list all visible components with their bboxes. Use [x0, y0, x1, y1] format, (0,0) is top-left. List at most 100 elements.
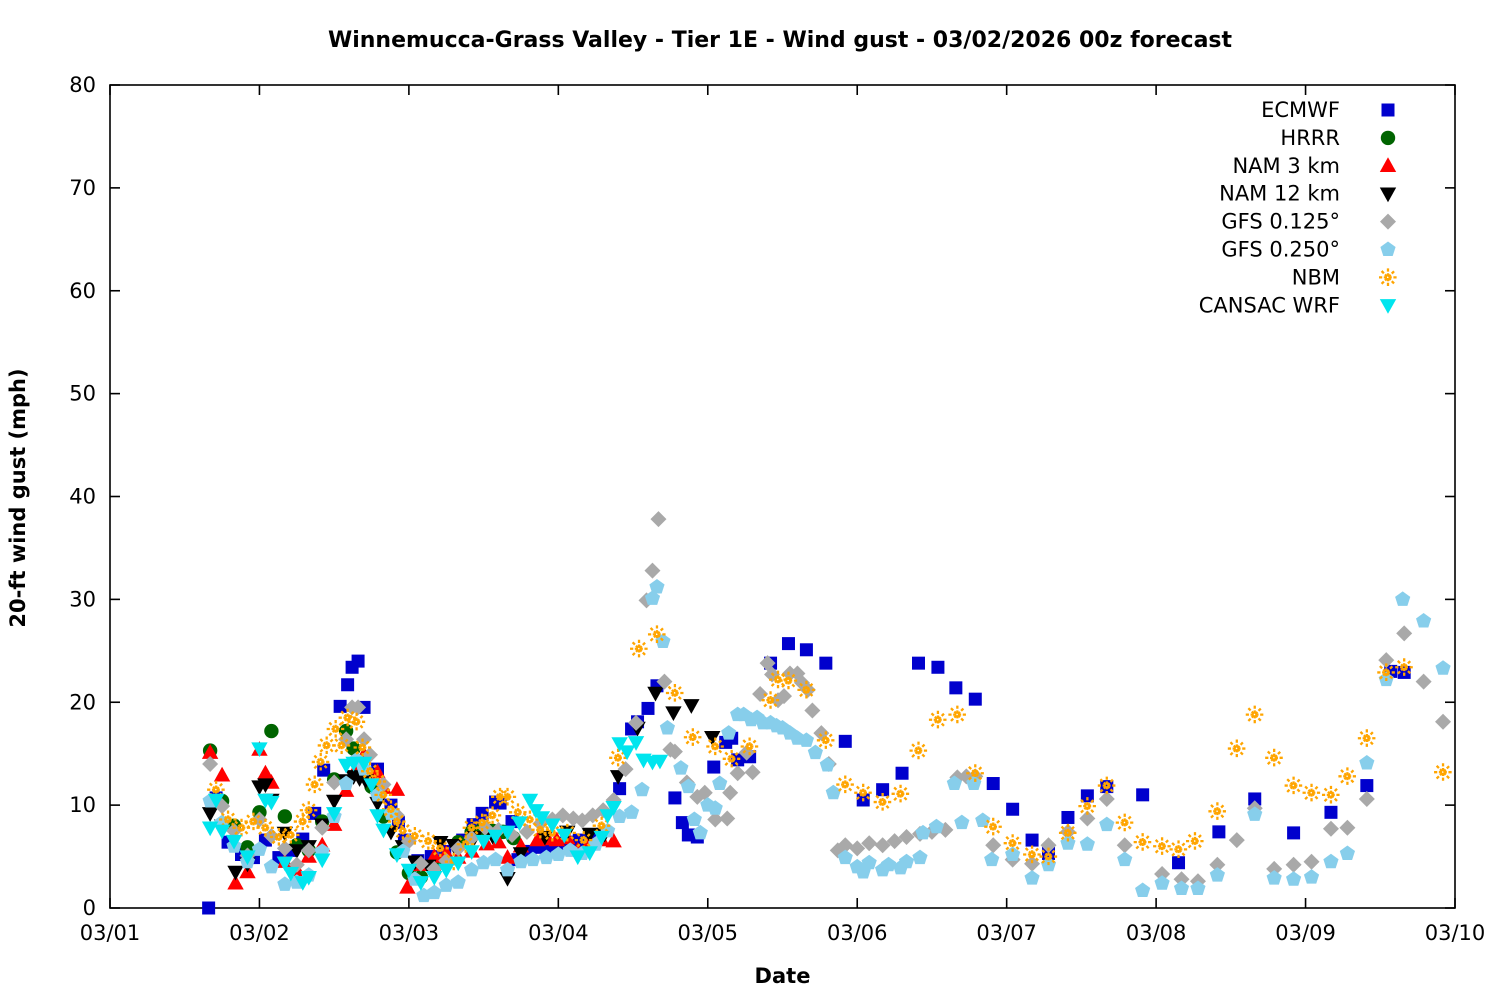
data-point-nbm: [332, 736, 351, 755]
x-tick-label: 03/07: [976, 921, 1037, 945]
y-tick-label: 40: [69, 485, 96, 509]
data-point-nbm: [1434, 763, 1453, 782]
legend-label-gfs-0-250-: GFS 0.250°: [1221, 238, 1340, 262]
legend-label-gfs-0-125-: GFS 0.125°: [1221, 210, 1340, 234]
x-tick-label: 03/09: [1275, 921, 1336, 945]
data-point-gfs-0-250-: [673, 760, 689, 775]
legend-label-hrrr: HRRR: [1280, 126, 1340, 150]
data-point-gfs-0-250-: [954, 814, 970, 830]
legend-marker-nam-3-km: [1379, 157, 1397, 172]
data-point-gfs-0-125-: [985, 837, 1002, 854]
x-tick-label: 03/04: [528, 921, 589, 945]
data-point-ecmwf: [641, 701, 655, 715]
data-point-gfs-0-125-: [666, 743, 683, 760]
data-point-nbm: [431, 839, 450, 858]
data-point-gfs-0-250-: [1024, 870, 1040, 885]
data-point-cansac-wrf: [605, 800, 622, 816]
data-point-nbm: [1265, 748, 1284, 767]
data-point-gfs-0-250-: [1005, 846, 1021, 862]
data-point-nbm: [1185, 832, 1204, 851]
y-tick-label: 10: [69, 793, 96, 817]
data-point-ecmwf: [341, 678, 355, 692]
data-point-gfs-0-125-: [837, 837, 854, 854]
data-point-gfs-0-250-: [464, 861, 480, 877]
data-point-nbm: [779, 671, 798, 690]
data-point-nbm: [740, 737, 759, 756]
data-point-hrrr: [277, 809, 293, 824]
y-tick-label: 30: [69, 587, 96, 611]
data-point-gfs-0-125-: [1303, 853, 1320, 870]
data-point-gfs-0-125-: [1098, 790, 1115, 807]
data-point-cansac-wrf: [569, 850, 586, 866]
data-point-gfs-0-125-: [804, 702, 821, 719]
data-point-gfs-0-125-: [849, 840, 866, 857]
data-point-gfs-0-125-: [861, 835, 878, 852]
y-tick-label: 0: [83, 896, 96, 920]
data-point-nbm: [683, 728, 702, 747]
data-point-cansac-wrf: [521, 793, 539, 809]
data-point-nam-12-km: [647, 686, 664, 702]
legend-label-ecmwf: ECMWF: [1261, 98, 1340, 122]
data-point-gfs-0-125-: [1040, 837, 1057, 854]
legend-marker-nbm: [1379, 268, 1397, 287]
data-point-ecmwf: [968, 692, 982, 706]
data-point-cansac-wrf: [412, 876, 430, 891]
y-tick-label: 60: [69, 279, 96, 303]
data-point-gfs-0-250-: [525, 851, 541, 867]
data-point-gfs-0-125-: [1396, 625, 1413, 642]
data-point-gfs-0-125-: [656, 673, 673, 690]
data-point-nbm: [1097, 776, 1116, 795]
data-point-gfs-0-250-: [1135, 882, 1151, 898]
data-point-nbm: [854, 783, 873, 802]
data-point-gfs-0-250-: [825, 784, 841, 800]
x-tick-label: 03/05: [678, 921, 739, 945]
data-point-ecmwf: [895, 766, 909, 780]
data-point-nam-3-km: [227, 874, 244, 890]
data-point-nbm: [299, 801, 318, 820]
data-point-gfs-0-250-: [1173, 880, 1190, 895]
data-point-ecmwf: [1080, 789, 1094, 803]
data-point-cansac-wrf: [511, 816, 528, 832]
data-point-gfs-0-250-: [1359, 754, 1375, 770]
data-point-gfs-0-125-: [1358, 790, 1375, 807]
data-point-gfs-0-250-: [975, 812, 991, 828]
data-point-gfs-0-125-: [1173, 871, 1190, 888]
data-point-gfs-0-250-: [550, 846, 566, 862]
data-point-gfs-0-250-: [1416, 612, 1432, 628]
data-point-gfs-0-250-: [338, 775, 354, 791]
data-point-ecmwf: [1172, 856, 1186, 870]
data-point-gfs-0-125-: [1378, 652, 1395, 669]
data-point-gfs-0-250-: [1323, 853, 1339, 869]
data-point-cansac-wrf: [450, 856, 467, 872]
data-point-ecmwf: [317, 763, 331, 777]
data-point-nam-12-km: [325, 794, 343, 810]
data-point-gfs-0-125-: [412, 855, 429, 872]
data-point-nam-3-km: [399, 878, 416, 894]
data-point-cansac-wrf: [282, 866, 300, 882]
data-point-nbm: [630, 639, 649, 658]
data-point-cansac-wrf: [400, 863, 418, 879]
x-tick-label: 03/06: [827, 921, 888, 945]
data-point-nbm: [419, 832, 438, 851]
data-point-ecmwf: [1287, 826, 1301, 840]
data-point-nbm: [1003, 834, 1022, 853]
data-point-nbm: [269, 828, 288, 847]
data-point-cansac-wrf: [201, 821, 219, 837]
legend-label-nbm: NBM: [1292, 265, 1340, 289]
data-point-gfs-0-250-: [1303, 869, 1320, 884]
data-point-nbm: [305, 775, 324, 794]
data-point-gfs-0-250-: [881, 856, 897, 872]
data-point-ecmwf: [931, 660, 945, 674]
data-point-gfs-0-125-: [300, 842, 317, 859]
x-axis-label: Date: [754, 964, 811, 988]
data-point-ecmwf: [202, 901, 216, 915]
data-point-nbm: [647, 625, 666, 644]
data-point-nbm: [387, 812, 406, 831]
data-point-nbm: [706, 737, 725, 756]
data-point-nam-3-km: [490, 833, 507, 849]
data-point-cansac-wrf: [300, 870, 317, 886]
data-point-cansac-wrf: [225, 834, 243, 850]
data-point-gfs-0-250-: [1060, 835, 1076, 850]
data-point-gfs-0-125-: [202, 755, 219, 772]
data-point-cansac-wrf: [388, 848, 406, 864]
